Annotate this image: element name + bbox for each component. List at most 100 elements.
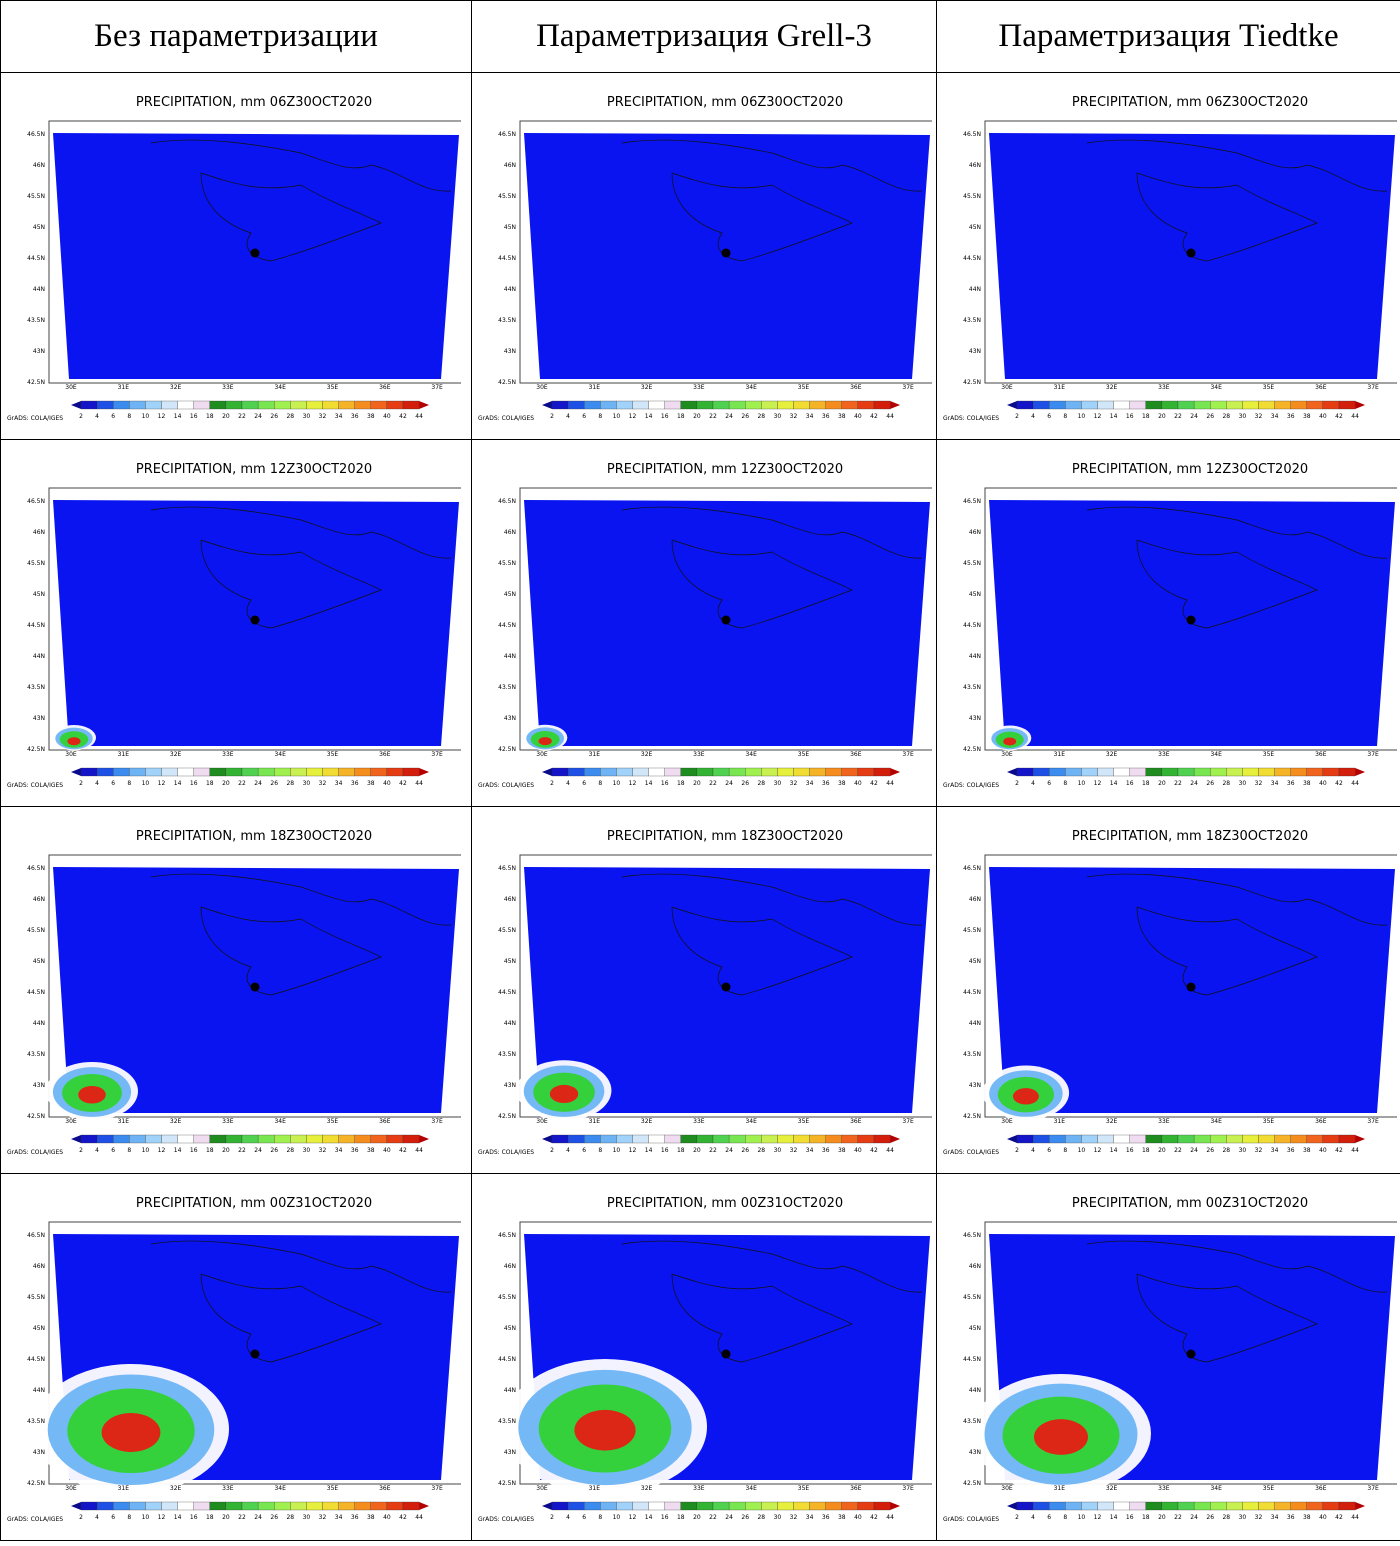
colorbar-end (890, 401, 900, 409)
colorbar-label: 44 (415, 413, 423, 420)
colorbar-label: 14 (645, 413, 653, 420)
colorbar-segment (1130, 401, 1146, 409)
colorbar-segment (1162, 768, 1178, 776)
precip-map: PRECIPITATION, mm 00Z31OCT202046.5N46N45… (472, 1174, 932, 1540)
lat-label: 43N (504, 348, 516, 355)
lat-label: 45.5N (498, 560, 516, 567)
colorbar-segment (1226, 1502, 1242, 1510)
colorbar-segment (1291, 401, 1307, 409)
colorbar-label: 18 (206, 1147, 214, 1154)
colorbar-segment (145, 1502, 161, 1510)
lon-label: 36E (1315, 1485, 1327, 1492)
lon-label: 36E (850, 384, 862, 391)
precip-blob (78, 1086, 106, 1104)
colorbar-label: 42 (870, 780, 878, 787)
colorbar-segment (371, 1135, 387, 1143)
colorbar-label: 16 (1126, 780, 1134, 787)
colorbar-segment (616, 1502, 632, 1510)
colorbar-label: 30 (774, 780, 782, 787)
lon-label: 32E (1106, 1485, 1118, 1492)
credit: GrADS: COLA/IGES (943, 782, 999, 789)
lat-label: 46.5N (498, 1232, 516, 1239)
lat-label: 46N (969, 1263, 981, 1270)
colorbar-label: 42 (1335, 1147, 1343, 1154)
colorbar-segment (745, 768, 761, 776)
colorbar-segment (697, 1135, 713, 1143)
colorbar-segment (761, 1502, 777, 1510)
colorbar-label: 8 (127, 1147, 131, 1154)
colorbar-segment (290, 401, 306, 409)
precip-map: PRECIPITATION, mm 00Z31OCT202046.5N46N45… (937, 1174, 1397, 1540)
colorbar-segment (810, 1135, 826, 1143)
colorbar-segment (681, 1135, 697, 1143)
colorbar-label: 10 (1078, 413, 1086, 420)
page: {"header": {"columns": ["Без параметриза… (0, 0, 1400, 1546)
lat-label: 44N (504, 653, 516, 660)
colorbar-label: 34 (335, 1147, 343, 1154)
colorbar-segment (1307, 768, 1323, 776)
lon-label: 31E (1054, 1118, 1066, 1125)
lat-label: 46.5N (498, 131, 516, 138)
lon-label: 31E (118, 751, 130, 758)
colorbar-segment (178, 401, 194, 409)
colorbar-segment (826, 1135, 842, 1143)
colorbar-segment (258, 768, 274, 776)
colorbar-segment (387, 401, 403, 409)
colorbar-end (1355, 1135, 1365, 1143)
colorbar-segment (97, 1502, 113, 1510)
lat-label: 44N (969, 1387, 981, 1394)
colorbar-segment (274, 768, 290, 776)
colorbar-segment (600, 1502, 616, 1510)
colorbar-label: 30 (303, 1147, 311, 1154)
colorbar-end (1355, 1502, 1365, 1510)
colorbar-segment (649, 768, 665, 776)
colorbar-label: 4 (1031, 1147, 1035, 1154)
lat-label: 44N (504, 1020, 516, 1027)
lon-label: 31E (118, 1118, 130, 1125)
colorbar-label: 8 (598, 1514, 602, 1521)
colorbar-segment (1178, 768, 1194, 776)
lon-label: 34E (745, 1485, 757, 1492)
colorbar-segment (1259, 768, 1275, 776)
colorbar-label: 22 (709, 1514, 717, 1521)
lat-label: 42.5N (27, 379, 45, 386)
colorbar-label: 28 (757, 413, 765, 420)
colorbar-label: 32 (790, 780, 798, 787)
lon-label: 34E (745, 384, 757, 391)
lon-label: 37E (1367, 751, 1379, 758)
lon-label: 32E (170, 1485, 182, 1492)
colorbar-label: 26 (270, 1514, 278, 1521)
precip-blob (1013, 1088, 1039, 1104)
colorbar-segment (1210, 768, 1226, 776)
colorbar-label: 22 (238, 413, 246, 420)
map-cell: PRECIPITATION, mm 00Z31OCT202046.5N46N45… (937, 1174, 1400, 1541)
colorbar-label: 12 (158, 1147, 166, 1154)
colorbar-label: 28 (1222, 1147, 1230, 1154)
colorbar-label: 26 (270, 780, 278, 787)
colorbar-segment (616, 401, 632, 409)
map-cell: PRECIPITATION, mm 12Z30OCT202046.5N46N45… (1, 440, 472, 807)
colorbar-segment (600, 401, 616, 409)
colorbar-label: 26 (270, 413, 278, 420)
colorbar-label: 36 (351, 1147, 359, 1154)
lat-label: 45N (33, 591, 45, 598)
colorbar-segment (242, 768, 258, 776)
colorbar-segment (178, 1502, 194, 1510)
lon-label: 36E (379, 1485, 391, 1492)
colorbar-label: 18 (677, 1147, 685, 1154)
lon-label: 37E (431, 1485, 443, 1492)
colorbar-label: 38 (838, 1514, 846, 1521)
lat-label: 45N (33, 958, 45, 965)
lon-label: 34E (1210, 751, 1222, 758)
colorbar-label: 42 (399, 780, 407, 787)
lon-label: 34E (274, 1485, 286, 1492)
lat-label: 46.5N (963, 865, 981, 872)
colorbar-label: 14 (1110, 1514, 1118, 1521)
colorbar-segment (178, 768, 194, 776)
colorbar-label: 38 (367, 1147, 375, 1154)
colorbar-label: 10 (613, 413, 621, 420)
colorbar-segment (1178, 401, 1194, 409)
colorbar-segment (226, 1135, 242, 1143)
lon-label: 35E (798, 384, 810, 391)
colorbar-label: 32 (319, 1514, 327, 1521)
